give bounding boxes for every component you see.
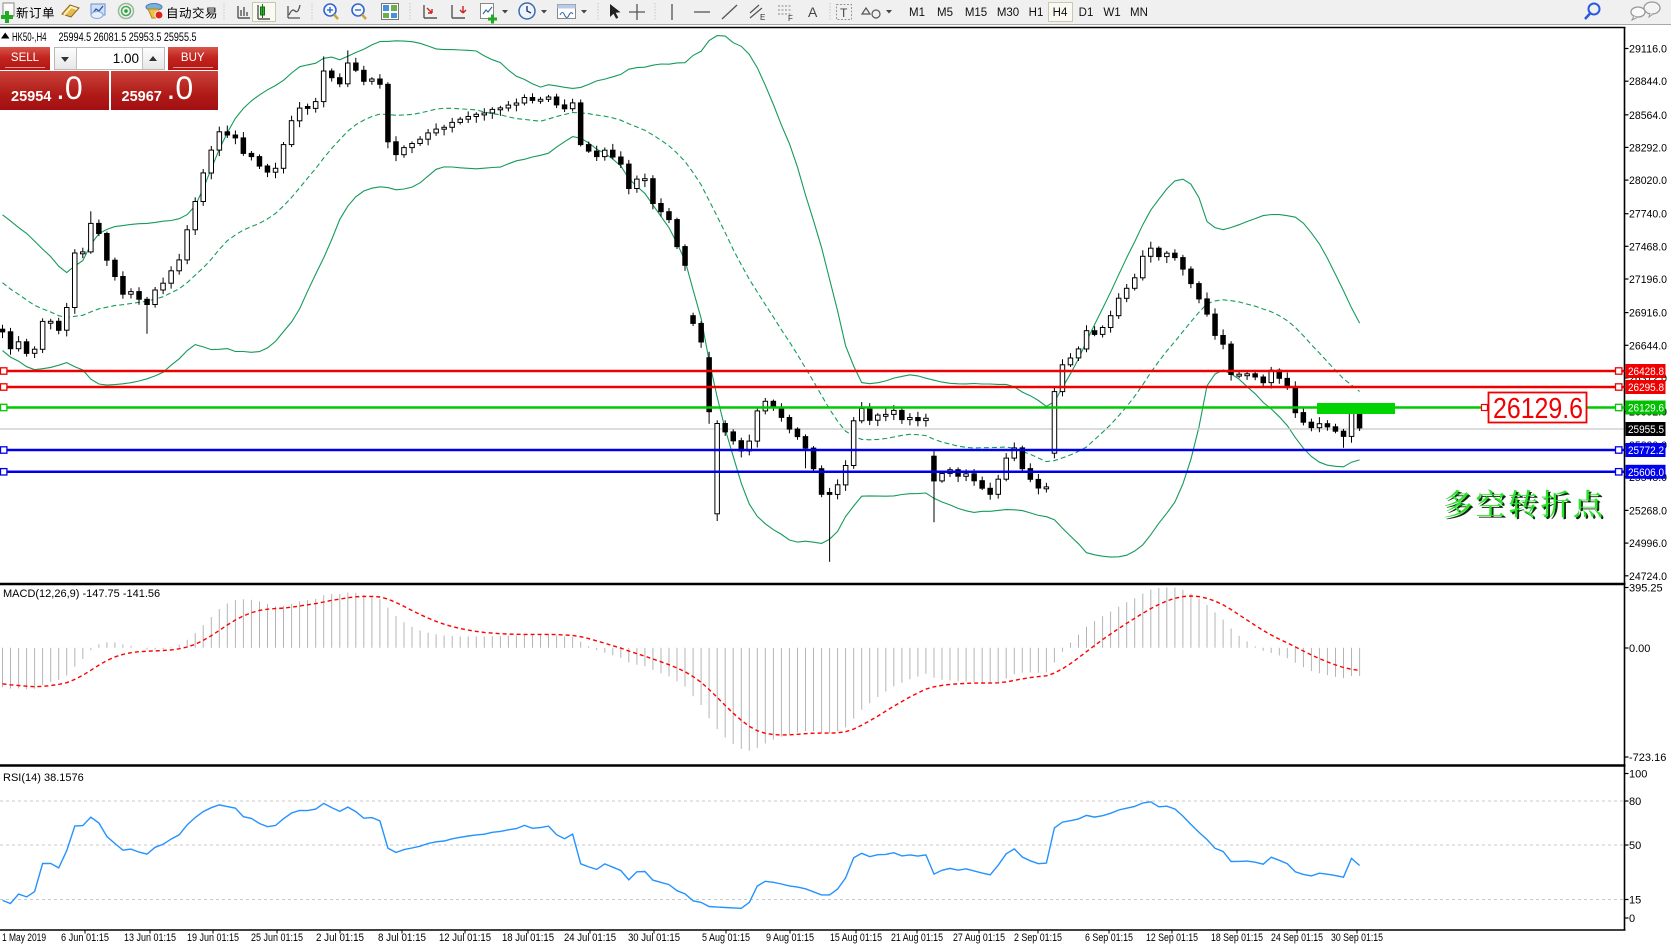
svg-text:M15: M15 — [965, 7, 987, 19]
svg-text:0: 0 — [1629, 913, 1635, 925]
svg-text:1 May 2019: 1 May 2019 — [2, 932, 46, 944]
svg-text:M1: M1 — [909, 7, 925, 19]
svg-text:25 Jun 01:15: 25 Jun 01:15 — [251, 932, 303, 944]
svg-text:28564.0: 28564.0 — [1629, 110, 1667, 122]
svg-text:27196.0: 27196.0 — [1629, 274, 1667, 286]
svg-text:15: 15 — [1629, 895, 1641, 907]
svg-text:28292.0: 28292.0 — [1629, 142, 1667, 154]
svg-text:MN: MN — [1130, 7, 1148, 19]
svg-text:29116.0: 29116.0 — [1629, 44, 1667, 56]
svg-text:26295.8: 26295.8 — [1628, 382, 1664, 394]
svg-text:E: E — [760, 13, 765, 22]
svg-text:80: 80 — [1629, 796, 1641, 808]
svg-text:-723.16: -723.16 — [1629, 752, 1666, 764]
svg-text:24996.0: 24996.0 — [1629, 538, 1667, 550]
svg-text:26129.6: 26129.6 — [1493, 393, 1583, 425]
svg-text:12 Sep 01:15: 12 Sep 01:15 — [1146, 932, 1198, 944]
svg-text:HK50-,H4: HK50-,H4 — [12, 32, 47, 44]
svg-text:T: T — [840, 6, 848, 20]
svg-text:27 Aug 01:15: 27 Aug 01:15 — [953, 932, 1005, 944]
svg-text:MACD(12,26,9) -147.75 -141.56: MACD(12,26,9) -147.75 -141.56 — [3, 588, 160, 600]
svg-text:50: 50 — [1629, 840, 1641, 852]
svg-text:26916.0: 26916.0 — [1629, 308, 1667, 320]
svg-text:RSI(14) 38.1576: RSI(14) 38.1576 — [3, 772, 84, 784]
svg-text:25955.5: 25955.5 — [1628, 424, 1664, 436]
svg-text:F: F — [788, 14, 793, 23]
svg-text:18 Jul 01:15: 18 Jul 01:15 — [502, 932, 554, 944]
svg-text:25606.0: 25606.0 — [1628, 467, 1664, 479]
svg-text:18 Sep 01:15: 18 Sep 01:15 — [1211, 932, 1263, 944]
svg-text:28020.0: 28020.0 — [1629, 175, 1667, 187]
svg-text:24 Sep 01:15: 24 Sep 01:15 — [1271, 932, 1323, 944]
svg-text:19 Jun 01:15: 19 Jun 01:15 — [187, 932, 239, 944]
svg-text:30 Jul 01:15: 30 Jul 01:15 — [628, 932, 680, 944]
svg-text:8 Jul 01:15: 8 Jul 01:15 — [378, 932, 426, 944]
svg-text:26129.6: 26129.6 — [1628, 403, 1664, 415]
svg-text:2 Jul 01:15: 2 Jul 01:15 — [316, 932, 364, 944]
svg-text:100: 100 — [1629, 769, 1647, 781]
svg-text:21 Aug 01:15: 21 Aug 01:15 — [891, 932, 943, 944]
svg-text:H1: H1 — [1029, 7, 1044, 19]
svg-text:D1: D1 — [1079, 7, 1094, 19]
svg-text:24724.0: 24724.0 — [1629, 571, 1667, 583]
svg-text:26644.0: 26644.0 — [1629, 340, 1667, 352]
svg-text:13 Jun 01:15: 13 Jun 01:15 — [124, 932, 176, 944]
svg-text:25268.0: 25268.0 — [1629, 505, 1667, 517]
svg-text:15 Aug 01:15: 15 Aug 01:15 — [830, 932, 882, 944]
svg-text:W1: W1 — [1103, 7, 1120, 19]
svg-text:0.00: 0.00 — [1629, 643, 1650, 655]
svg-text:27468.0: 27468.0 — [1629, 241, 1667, 253]
svg-text:24 Jul 01:15: 24 Jul 01:15 — [564, 932, 616, 944]
svg-text:2 Sep 01:15: 2 Sep 01:15 — [1014, 932, 1062, 944]
svg-text:9 Aug 01:15: 9 Aug 01:15 — [766, 932, 814, 944]
svg-text:6 Sep 01:15: 6 Sep 01:15 — [1085, 932, 1133, 944]
svg-text:6 Jun 01:15: 6 Jun 01:15 — [61, 932, 109, 944]
svg-text:A: A — [808, 4, 818, 20]
svg-text:H4: H4 — [1053, 7, 1068, 19]
svg-text:25994.5 26081.5 25953.5 25955.: 25994.5 26081.5 25953.5 25955.5 — [59, 32, 197, 44]
svg-text:28844.0: 28844.0 — [1629, 76, 1667, 88]
svg-text:5 Aug 01:15: 5 Aug 01:15 — [702, 932, 750, 944]
svg-text:26428.8: 26428.8 — [1628, 366, 1664, 378]
svg-text:395.25: 395.25 — [1629, 583, 1663, 595]
svg-text:27740.0: 27740.0 — [1629, 209, 1667, 221]
svg-text:12 Jul 01:15: 12 Jul 01:15 — [439, 932, 491, 944]
svg-text:M5: M5 — [937, 7, 953, 19]
svg-text:M30: M30 — [997, 7, 1019, 19]
svg-text:25772.2: 25772.2 — [1628, 445, 1664, 457]
svg-text:30 Sep 01:15: 30 Sep 01:15 — [1331, 932, 1383, 944]
